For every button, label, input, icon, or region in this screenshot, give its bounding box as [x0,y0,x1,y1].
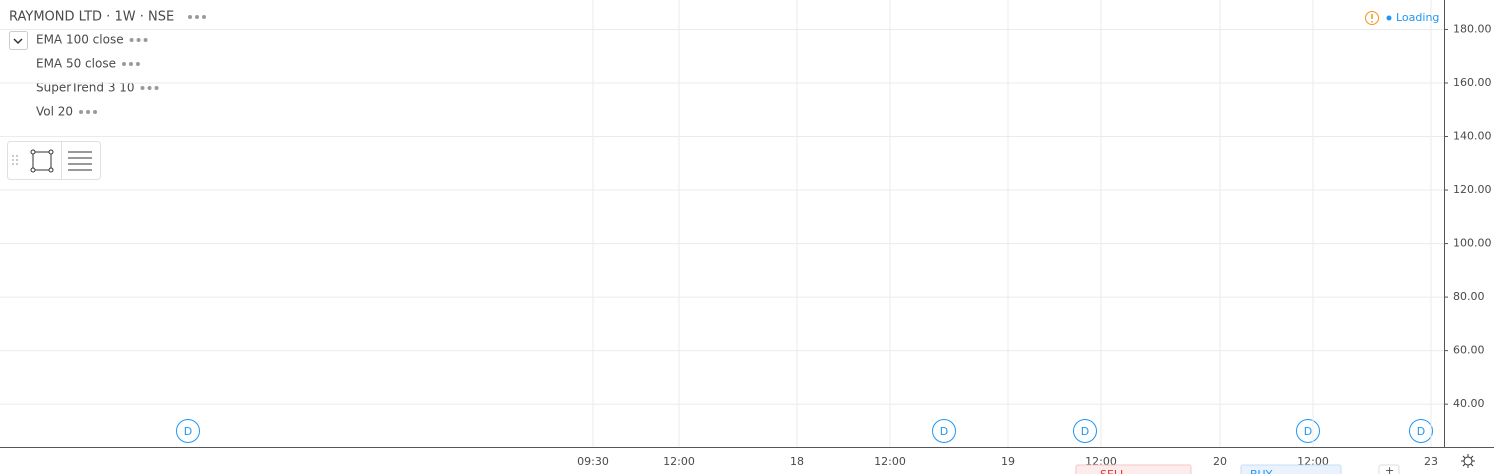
indicator-menu-dot[interactable] [143,38,148,42]
loading-dot [1386,15,1392,21]
indicator-menu-dot[interactable] [136,38,141,42]
x-tick-label: 23 [1424,455,1438,468]
indicator-label[interactable]: EMA 50 close [36,57,116,71]
indicator-label[interactable]: SuperTrend 3 10 [36,81,135,95]
symbol-title[interactable]: RAYMOND LTD · 1W · NSE [9,10,174,25]
x-tick-label: 20 [1213,455,1227,468]
dividend-label[interactable]: D [1081,425,1089,438]
dividend-label[interactable]: D [940,425,948,438]
x-tick-label: 19 [1001,455,1015,468]
dividend-label[interactable]: D [1417,425,1425,438]
dividend-label[interactable]: D [1304,425,1312,438]
sell-label[interactable]: SELL [1100,468,1127,474]
loading-status: Loading [1396,11,1439,24]
y-tick-label: 140.00 [1453,130,1492,143]
toolbar-grip[interactable] [12,155,18,165]
drawing-toolbar [7,141,101,180]
warning-icon[interactable] [1365,11,1379,25]
quantity-plus[interactable]: + [1385,464,1394,474]
y-tick-label: 160.00 [1453,76,1492,89]
indicator-menu-dot[interactable] [154,86,159,90]
buy-label[interactable]: BUY [1250,468,1273,474]
y-tick-label: 60.00 [1453,344,1485,357]
indicator-menu-dot[interactable] [86,110,91,114]
dividend-marker[interactable] [1296,419,1320,443]
settings-tool[interactable] [68,151,92,171]
indicator-menu-dot[interactable] [128,62,133,66]
indicator-menu-dot[interactable] [93,110,98,114]
settings-gear[interactable] [1461,454,1475,468]
indicator-menu-dot[interactable] [147,86,152,90]
dividend-marker[interactable] [1409,419,1433,443]
y-tick-label: 100.00 [1453,237,1492,250]
rectangle-tool[interactable] [30,149,54,173]
dividend-marker[interactable] [932,419,956,443]
x-tick-label: 09:30 [577,455,609,468]
buy-button[interactable] [1240,464,1342,474]
dividend-label[interactable]: D [184,425,192,438]
y-tick-label: 120.00 [1453,183,1492,196]
symbol-menu[interactable] [188,15,206,19]
x-tick-label: 12:00 [663,455,695,468]
indicator-menu-dot[interactable] [140,86,145,90]
y-tick-label: 180.00 [1453,22,1492,35]
y-tick-label: 80.00 [1453,290,1485,303]
y-tick-label: 40.00 [1453,397,1485,410]
indicator-menu-dot[interactable] [79,110,84,114]
quantity-button[interactable] [1378,464,1400,474]
indicator-label[interactable]: Vol 20 [36,105,73,119]
dividend-marker[interactable] [176,419,200,443]
indicator-menu-dot[interactable] [121,62,126,66]
dividend-marker[interactable] [1073,419,1097,443]
x-tick-label: 12:00 [874,455,906,468]
indicator-label[interactable]: EMA 100 close [36,33,124,47]
chevron-icon [13,38,23,45]
indicator-menu-dot[interactable] [135,62,140,66]
indicator-menu-dot[interactable] [129,38,134,42]
collapse-button[interactable] [9,31,28,50]
x-tick-label: 18 [790,455,804,468]
sell-button[interactable] [1075,464,1192,474]
